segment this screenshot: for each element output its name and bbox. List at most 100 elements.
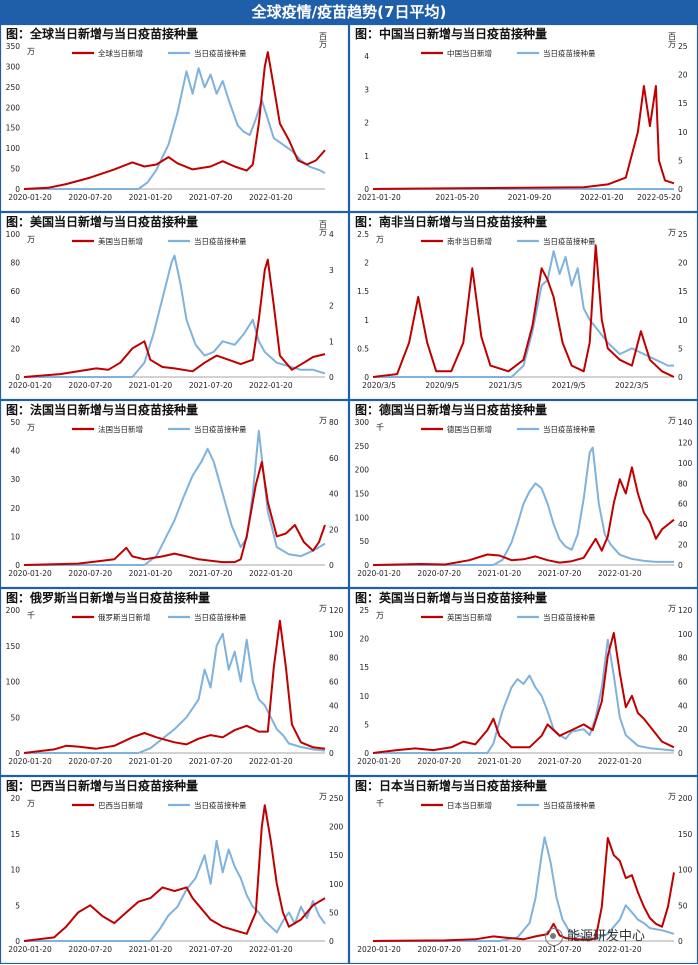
series-line	[23, 619, 326, 754]
left-unit-label: 万	[376, 235, 384, 244]
y-tick-label-left: 350	[6, 42, 21, 51]
x-tick-label: 2020-01-20	[357, 945, 401, 954]
left-unit-label: 万	[27, 799, 35, 808]
y-tick-label-right: 200	[329, 823, 344, 832]
x-tick-label: 2021/3/5	[489, 381, 523, 390]
y-tick-label-left: 10	[10, 532, 20, 541]
y-tick-label-right: 250	[329, 794, 344, 803]
y-tick-label-left: 50	[10, 165, 20, 174]
legend-label: 南非当日新增	[447, 236, 492, 246]
y-tick-label-right: 20	[678, 541, 688, 550]
y-tick-label-right: 0	[678, 373, 683, 382]
chart-title: 图：全球当日新增与当日疫苗接种量	[6, 26, 198, 41]
y-tick-label-left: 40	[10, 316, 20, 325]
y-tick-label-right: 80	[678, 479, 688, 488]
y-tick-label-left: 10	[359, 692, 369, 701]
x-tick-label: 2020-01-20	[8, 757, 52, 766]
x-tick-label: 2021-07-20	[538, 945, 582, 954]
x-tick-label: 2022-01-20	[249, 569, 293, 578]
y-tick-label-left: 150	[6, 642, 21, 651]
x-tick-label: 2021-07-20	[189, 193, 233, 202]
legend-label: 当日疫苗接种量	[194, 48, 247, 58]
y-tick-label-right: 60	[329, 678, 339, 687]
y-tick-label-right: 1	[329, 337, 334, 346]
x-tick-label: 2020-07-20	[68, 757, 112, 766]
left-unit-label: 千	[376, 422, 384, 432]
x-tick-label: 2020-01-20	[8, 193, 52, 202]
chart-svg: 图：南非当日新增与当日疫苗接种量00.511.522.50510152025万万…	[349, 212, 698, 400]
y-tick-label-left: 4	[364, 52, 369, 61]
x-tick-label: 2020-01-20	[8, 381, 52, 390]
y-tick-label-right: 120	[678, 438, 693, 447]
chart-title: 图：英国当日新增与当日疫苗接种量	[355, 590, 547, 605]
y-tick-label-left: 5	[15, 901, 20, 910]
series-line	[373, 638, 675, 754]
y-tick-label-right: 0	[678, 185, 683, 194]
x-tick-label: 2021-01-20	[478, 757, 522, 766]
legend-label: 全球当日新增	[98, 48, 143, 58]
panel-frame	[349, 588, 698, 776]
y-tick-label-right: 15	[678, 287, 688, 296]
series-line	[372, 631, 675, 754]
y-tick-label-right: 140	[678, 418, 693, 427]
chart-panel: 图：全球当日新增与当日疫苗接种量 0 50 100 150 200 250 300 350 万 百万…	[0, 24, 349, 212]
y-tick-label-right: 120	[678, 606, 693, 615]
chart-svg: 图：德国当日新增与当日疫苗接种量 0 50 100 150 200 250 300 0 20 40 6…	[349, 400, 698, 588]
x-tick-label: 2022-01-20	[249, 945, 293, 954]
y-tick-label-left: 40	[10, 447, 20, 456]
right-unit-label: 万	[668, 792, 677, 801]
y-tick-label-right: 80	[329, 654, 339, 663]
x-tick-label: 2022-05-20	[637, 193, 681, 202]
legend-label: 当日疫苗接种量	[543, 424, 596, 434]
right-unit-label: 万	[319, 416, 328, 425]
series-line	[373, 836, 675, 942]
y-tick-label-right: 60	[329, 454, 339, 463]
x-tick-label: 2022-01-20	[598, 569, 642, 578]
y-tick-label-right: 2	[329, 302, 334, 311]
y-tick-label-left: 60	[10, 287, 20, 296]
series-line	[23, 804, 326, 942]
y-tick-label-right: 60	[678, 500, 688, 509]
x-tick-label: 2022-01-20	[598, 945, 642, 954]
y-tick-label-right: 80	[678, 654, 688, 663]
series-line	[23, 258, 326, 378]
y-tick-label-left: 5	[364, 720, 369, 729]
x-tick-label: 2020-07-20	[417, 945, 461, 954]
left-unit-label: 万	[376, 611, 384, 620]
y-tick-label-left: 2	[364, 119, 369, 128]
x-tick-label: 2020-07-20	[68, 945, 112, 954]
y-tick-label-left: 0	[364, 561, 369, 570]
legend-label: 英国当日新增	[447, 612, 492, 622]
y-tick-label-right: 25	[678, 230, 688, 239]
series-line	[372, 466, 675, 566]
y-tick-label-right: 10	[678, 128, 688, 137]
y-tick-label-left: 200	[355, 466, 370, 475]
chart-title: 图：南非当日新增与当日疫苗接种量	[355, 214, 547, 229]
y-tick-label-left: 0	[15, 185, 20, 194]
right-unit-label: 万	[319, 792, 328, 801]
x-tick-label: 2020-07-20	[68, 569, 112, 578]
y-tick-label-right: 0	[329, 373, 334, 382]
panel-frame	[349, 776, 698, 964]
right-unit-label: 百万	[319, 220, 328, 237]
y-tick-label-left: 0.5	[357, 344, 369, 353]
x-tick-label: 2021-01-20	[129, 569, 173, 578]
legend-label: 当日疫苗接种量	[194, 236, 247, 246]
series-line	[24, 839, 326, 942]
right-unit-label: 百万	[319, 32, 328, 49]
y-tick-label-left: 50	[10, 713, 20, 722]
legend-label: 美国当日新增	[98, 236, 143, 246]
y-tick-label-right: 20	[678, 71, 688, 80]
legend-label: 当日疫苗接种量	[543, 48, 596, 58]
y-tick-label-left: 20	[10, 504, 20, 513]
y-tick-label-right: 100	[329, 630, 344, 639]
panel-frame	[349, 212, 698, 400]
legend-label: 当日疫苗接种量	[543, 236, 596, 246]
y-tick-label-right: 20	[678, 725, 688, 734]
y-tick-label-right: 60	[678, 678, 688, 687]
chart-svg: 图：全球当日新增与当日疫苗接种量 0 50 100 150 200 250 300 350 万 百万…	[0, 24, 349, 212]
x-tick-label: 2020-07-20	[417, 757, 461, 766]
y-tick-label-left: 250	[355, 442, 370, 451]
y-tick-label-left: 80	[10, 259, 20, 268]
x-tick-label: 2022-01-20	[598, 757, 642, 766]
